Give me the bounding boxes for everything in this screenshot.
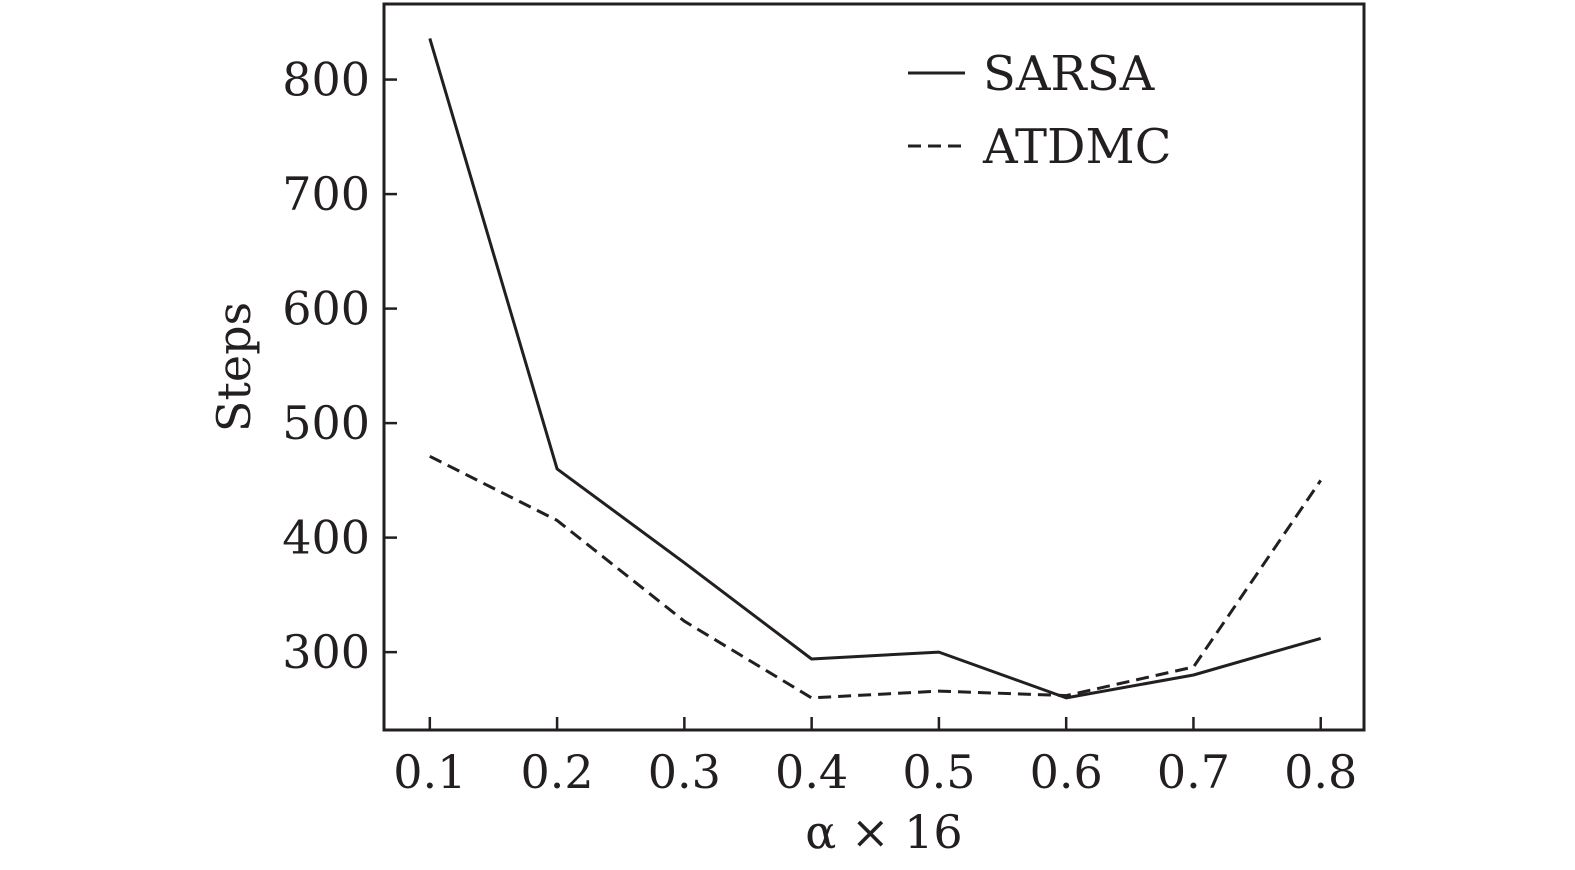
y-tick-label: 800 [282, 53, 370, 107]
plot-frame [382, 2, 1366, 732]
legend-label-atdmc: ATDMC [982, 119, 1171, 175]
legend: SARSA ATDMC [908, 46, 1171, 175]
x-tick-label: 0.6 [1030, 745, 1103, 799]
y-axis-label: Steps [207, 302, 261, 432]
y-tick-label: 500 [282, 396, 370, 450]
y-tick-label: 400 [282, 511, 370, 565]
x-tick-label: 0.3 [648, 745, 721, 799]
series-lines [428, 37, 1322, 700]
y-tick-label: 700 [282, 167, 370, 221]
x-tick-label: 0.1 [393, 745, 466, 799]
x-axis-label: α × 16 [805, 805, 962, 859]
series-line-atdmc [429, 454, 1322, 700]
legend-label-sarsa: SARSA [983, 46, 1156, 102]
x-tick-label: 0.7 [1157, 745, 1230, 799]
x-tick-label: 0.4 [775, 745, 848, 799]
series-line-sarsa [428, 37, 1322, 700]
y-tick-label: 600 [282, 282, 370, 336]
x-axis-ticks: 0.1 0.2 0.3 0.4 0.5 0.6 0.7 0.8 [393, 717, 1357, 799]
x-tick-label: 0.8 [1284, 745, 1357, 799]
y-tick-label: 300 [282, 625, 370, 679]
x-tick-label: 0.2 [521, 745, 594, 799]
x-tick-label: 0.5 [902, 745, 975, 799]
y-axis-ticks: 300 400 500 600 700 800 [282, 53, 397, 679]
